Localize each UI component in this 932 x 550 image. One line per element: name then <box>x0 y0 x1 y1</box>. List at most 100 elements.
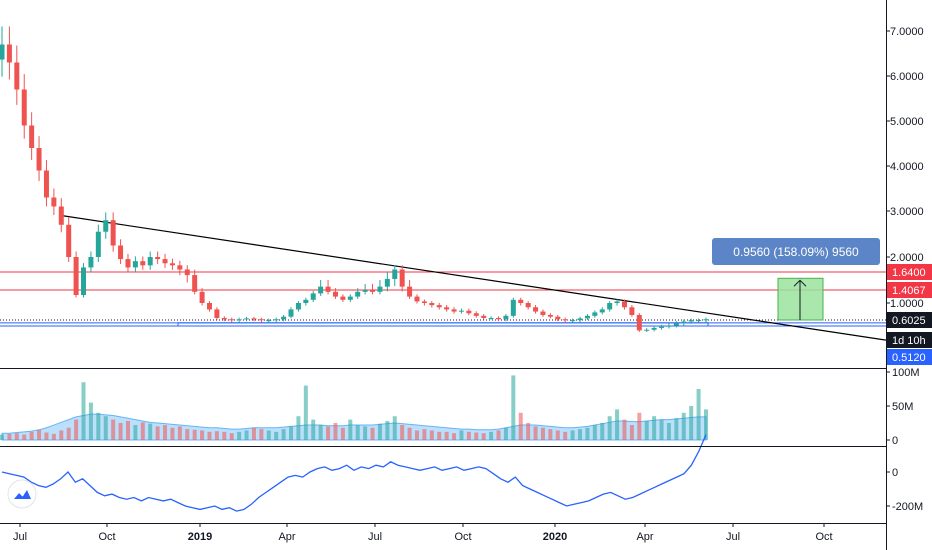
candle[interactable] <box>496 317 502 320</box>
volume-bar[interactable] <box>237 431 242 440</box>
volume-bar[interactable] <box>244 430 249 440</box>
volume-bar[interactable] <box>44 432 49 440</box>
volume-pane[interactable] <box>0 375 708 441</box>
volume-bar[interactable] <box>578 429 583 440</box>
volume-bar[interactable] <box>481 433 486 440</box>
price-axis[interactable]: 7.0000 6.0000 5.0000 4.0000 3.0000 2.0000 1.00… <box>886 26 924 310</box>
candle[interactable] <box>58 206 64 225</box>
volume-bar[interactable] <box>607 416 612 440</box>
volume-bar[interactable] <box>674 418 679 440</box>
volume-bar[interactable] <box>637 412 642 440</box>
volume-bar[interactable] <box>644 420 649 440</box>
volume-bar[interactable] <box>392 416 397 440</box>
volume-bar[interactable] <box>96 412 101 440</box>
candle[interactable] <box>533 307 539 312</box>
candle[interactable] <box>14 62 20 90</box>
volume-bar[interactable] <box>111 419 116 440</box>
volume-bar[interactable] <box>259 429 264 440</box>
indicator-pane[interactable] <box>1 434 707 512</box>
candle[interactable] <box>29 125 35 149</box>
candle[interactable] <box>81 267 87 296</box>
volume-bar[interactable] <box>296 416 301 440</box>
candle[interactable] <box>407 286 413 297</box>
candle[interactable] <box>332 291 338 297</box>
candle[interactable] <box>288 309 294 317</box>
volume-bar[interactable] <box>503 427 508 440</box>
candle[interactable] <box>451 309 457 312</box>
volume-bar[interactable] <box>489 431 494 440</box>
volume-bar[interactable] <box>518 412 523 440</box>
volume-bar[interactable] <box>444 431 449 440</box>
candle[interactable] <box>310 293 316 300</box>
candle[interactable] <box>125 259 131 268</box>
candle[interactable] <box>66 224 72 257</box>
candle[interactable] <box>192 275 198 292</box>
candle[interactable] <box>355 291 361 297</box>
volume-bar[interactable] <box>615 409 620 440</box>
volume-bar[interactable] <box>400 425 405 440</box>
candle[interactable] <box>51 197 57 207</box>
candle[interactable] <box>229 319 235 321</box>
volume-bar[interactable] <box>377 423 382 440</box>
volume-bar[interactable] <box>333 423 338 440</box>
candle[interactable] <box>244 318 250 320</box>
candle[interactable] <box>421 301 427 303</box>
candle[interactable] <box>696 320 702 322</box>
candle[interactable] <box>636 314 642 331</box>
volume-bar[interactable] <box>118 423 123 440</box>
volume-bar[interactable] <box>704 409 708 440</box>
volume-bar[interactable] <box>429 430 434 440</box>
volume-bar[interactable] <box>311 419 316 440</box>
volume-bar[interactable] <box>29 431 34 440</box>
volume-bar[interactable] <box>155 426 160 440</box>
volume-bar[interactable] <box>355 425 360 440</box>
candle[interactable] <box>503 315 509 320</box>
candle[interactable] <box>577 318 583 321</box>
candle[interactable] <box>518 299 524 303</box>
volume-bar[interactable] <box>452 433 457 440</box>
candle[interactable] <box>399 269 405 287</box>
candle[interactable] <box>318 286 324 294</box>
volume-bar[interactable] <box>0 434 4 440</box>
candle[interactable] <box>629 307 635 315</box>
volume-bar[interactable] <box>555 430 560 440</box>
candle[interactable] <box>236 319 242 321</box>
candle[interactable] <box>570 320 576 322</box>
volume-bar[interactable] <box>370 427 375 440</box>
volume-bar[interactable] <box>266 430 271 440</box>
candle[interactable] <box>43 170 49 198</box>
candle[interactable] <box>607 303 613 310</box>
volume-bar[interactable] <box>303 385 308 440</box>
volume-bar[interactable] <box>66 427 71 440</box>
volume-bar[interactable] <box>7 433 12 440</box>
volume-bar[interactable] <box>37 429 42 440</box>
candle[interactable] <box>466 310 472 314</box>
candle[interactable] <box>592 312 598 316</box>
candle[interactable] <box>347 296 353 300</box>
volume-bar[interactable] <box>437 431 442 440</box>
candle[interactable] <box>73 257 79 296</box>
candle[interactable] <box>688 320 694 322</box>
candle[interactable] <box>118 245 124 260</box>
volume-bar[interactable] <box>659 419 664 440</box>
candle[interactable] <box>703 319 709 321</box>
volume-bar[interactable] <box>74 419 79 440</box>
candle[interactable] <box>584 315 590 319</box>
volume-bar[interactable] <box>600 423 605 440</box>
candle[interactable] <box>429 303 435 306</box>
candle[interactable] <box>251 318 257 320</box>
candle[interactable] <box>436 305 442 308</box>
volume-bar[interactable] <box>274 431 279 440</box>
candle[interactable] <box>666 325 672 327</box>
indicator-series-line[interactable] <box>1 434 707 512</box>
volume-bar[interactable] <box>681 412 686 440</box>
volume-bar[interactable] <box>422 429 427 440</box>
volume-axis[interactable]: 100M 50M 0 <box>886 367 920 447</box>
volume-bar[interactable] <box>177 426 182 440</box>
volume-bar[interactable] <box>185 429 190 440</box>
candle[interactable] <box>0 44 5 60</box>
volume-bar[interactable] <box>459 430 464 440</box>
candle[interactable] <box>95 231 101 257</box>
volume-bar[interactable] <box>526 423 531 440</box>
